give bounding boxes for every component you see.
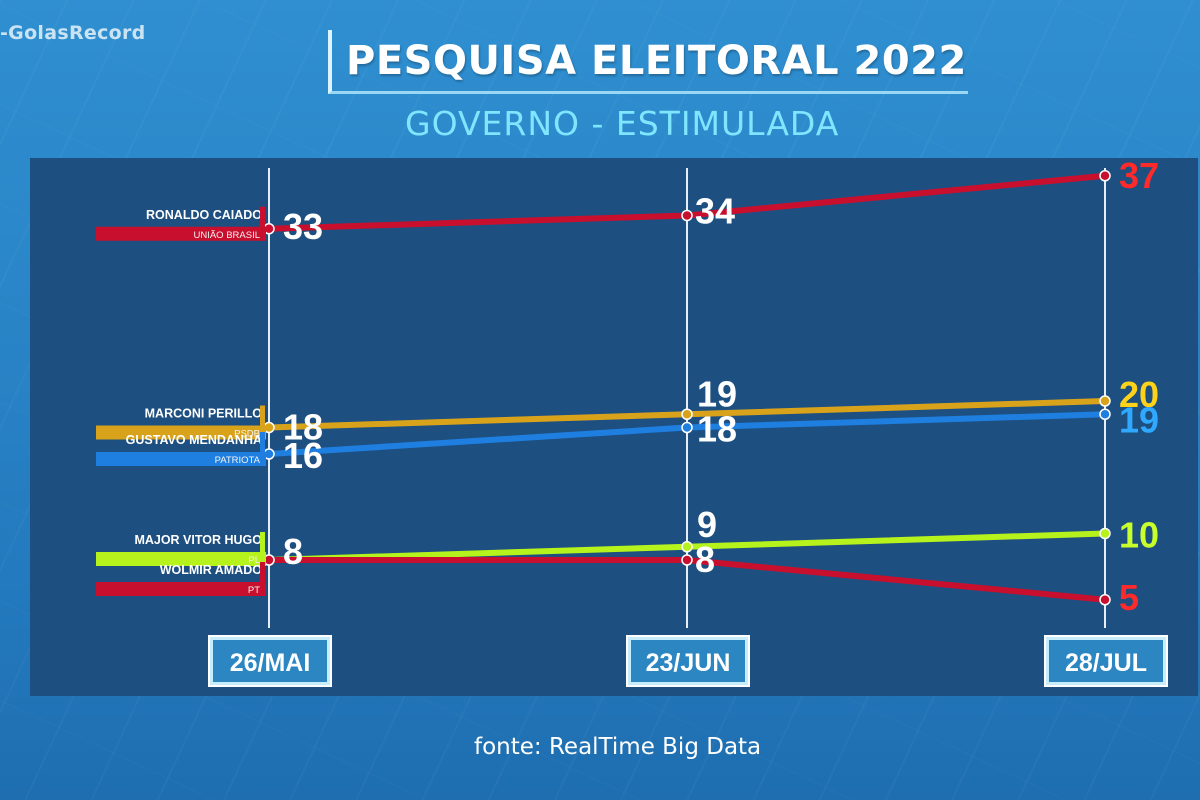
legend-party-bar xyxy=(96,226,266,241)
legend-name: GUSTAVO MENDANHA xyxy=(126,433,262,447)
legend-accent xyxy=(260,206,265,241)
legend-party-bar xyxy=(96,552,266,566)
data-label: 18 xyxy=(283,407,323,448)
x-tick-label: 23/JUN xyxy=(646,649,731,677)
broadcaster-watermark: -GolasRecord xyxy=(0,22,146,44)
data-point xyxy=(681,541,693,553)
data-point xyxy=(1099,408,1111,420)
date-box-inner-2 xyxy=(1049,640,1163,682)
data-label: 10 xyxy=(1119,515,1159,556)
data-label: 37 xyxy=(1119,158,1159,196)
legend-party-bar xyxy=(96,582,266,596)
legend-party: UNIÃO BRASIL xyxy=(193,230,260,241)
source-note: fonte: RealTime Big Data xyxy=(474,734,762,760)
legend-accent xyxy=(260,432,265,466)
data-point xyxy=(681,209,693,222)
data-label: 18 xyxy=(697,409,737,450)
data-point xyxy=(681,554,693,566)
data-point xyxy=(681,421,693,434)
date-box-inner-1 xyxy=(631,640,745,682)
title-frame xyxy=(328,30,968,94)
data-point xyxy=(1099,395,1111,407)
data-point xyxy=(1099,527,1111,540)
data-label: 19 xyxy=(697,373,737,414)
chart-subtitle: GOVERNO - ESTIMULADA xyxy=(405,104,840,143)
data-point xyxy=(1099,594,1111,606)
data-label: 9 xyxy=(697,504,717,545)
data-point xyxy=(1099,170,1111,182)
date-box-inner-0 xyxy=(213,640,327,682)
data-label: 8 xyxy=(695,539,715,580)
legend-party: PSDB xyxy=(234,429,260,440)
data-label: 8 xyxy=(283,531,303,572)
legend-name: MAJOR VITOR HUGO xyxy=(134,533,262,547)
legend-name: RONALDO CAIADO xyxy=(146,208,262,222)
legend-name: MARCONI PERILLO xyxy=(145,407,263,421)
legend-accent xyxy=(260,532,265,566)
legend-party-bar xyxy=(96,425,266,440)
legend-name: WOLMIR AMADO xyxy=(160,563,263,577)
legend-party: PATRIOTA xyxy=(215,455,261,466)
data-point xyxy=(681,408,693,420)
legend-accent xyxy=(260,562,265,596)
legend-party: PL xyxy=(248,555,260,566)
legend-accent xyxy=(260,405,265,440)
x-tick-label: 28/JUL xyxy=(1065,649,1147,677)
x-tick-label: 26/MAI xyxy=(230,649,311,677)
data-label: 19 xyxy=(1119,399,1159,440)
chart-title: PESQUISA ELEITORAL 2022 xyxy=(346,38,967,84)
data-label: 20 xyxy=(1119,374,1159,415)
data-label: 33 xyxy=(283,206,323,247)
chart-panel: 26/MAI 23/JUN 28/JUL 33 34 37 18 19 20 16 18 19 8 9 10… xyxy=(30,158,1198,696)
data-label: 5 xyxy=(1119,577,1139,618)
legend-party: PT xyxy=(248,585,260,596)
legend-party-bar xyxy=(96,452,266,466)
data-label: 16 xyxy=(283,435,323,476)
data-label: 34 xyxy=(695,191,735,232)
